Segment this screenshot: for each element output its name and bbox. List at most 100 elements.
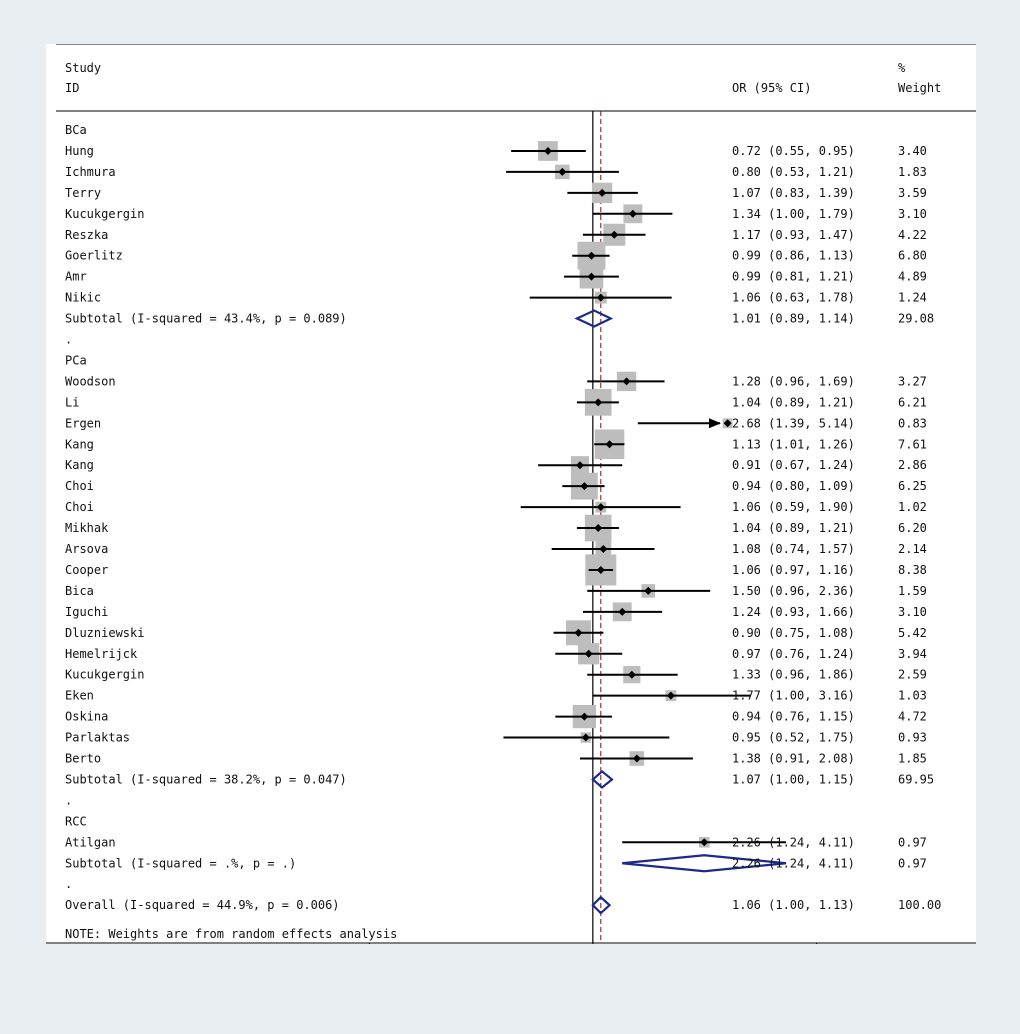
study-label: Eken [65,689,94,703]
study-weight-text: 1.24 [898,291,927,305]
point-estimate-kucukgergin [627,670,636,679]
study-ci-text: 1.38 (0.91, 2.08) [732,752,855,766]
study-label: Dluzniewski [65,626,144,640]
study-label: Bica [65,584,94,598]
point-estimate-terry [598,188,607,197]
group-label: PCa [65,353,87,367]
subtotal-weight-text: 0.97 [898,856,927,870]
study-weight-text: 0.83 [898,416,927,430]
study-ci-text: 0.90 (0.75, 1.08) [732,626,855,640]
study-ci-text: 0.97 (0.76, 1.24) [732,647,855,661]
header-pct: % [898,61,906,75]
point-estimate-iguchi [618,607,627,616]
group-label: RCC [65,814,87,828]
subtotal-weight-text: 29.08 [898,312,934,326]
header-study: Study [65,61,101,75]
point-estimate-amr [587,272,596,281]
marks-layer [503,111,787,943]
text-layer: BCa Hung 0.72 (0.55, 0.95) 3.40 Ichmura 0.80 … [65,123,941,912]
study-label: Choi [65,500,94,514]
study-ci-text: 0.99 (0.81, 1.21) [732,270,855,284]
point-estimate-bica [644,586,653,595]
group-label: BCa [65,123,87,137]
study-label: Woodson [65,374,116,388]
study-weight-text: 3.40 [898,144,927,158]
study-weight-text: 3.94 [898,647,927,661]
study-ci-text: 1.34 (1.00, 1.79) [732,207,855,221]
study-ci-text: 1.13 (1.01, 1.26) [732,437,855,451]
study-ci-text: 2.26 (1.24, 4.11) [732,835,855,849]
study-label: Kang [65,437,94,451]
study-ci-text: 1.77 (1.00, 3.16) [732,689,855,703]
overall-label: Overall (I-squared = 44.9%, p = 0.006) [65,898,340,912]
study-ci-text: 2.68 (1.39, 5.14) [732,416,855,430]
study-weight-text: 1.85 [898,752,927,766]
subtotal-label: Subtotal (I-squared = .%, p = .) [65,856,296,870]
study-weight-text: 8.38 [898,563,927,577]
dot-label: . [65,877,72,891]
point-estimate-atilgan [700,838,709,847]
study-ci-text: 1.17 (0.93, 1.47) [732,228,855,242]
study-weight-text: 3.59 [898,186,927,200]
point-estimate-kang [575,461,584,470]
study-label: Cooper [65,563,108,577]
subtotal-label: Subtotal (I-squared = 38.2%, p = 0.047) [65,772,347,786]
study-ci-text: 1.07 (0.83, 1.39) [732,186,855,200]
point-estimate-eken [666,691,675,700]
point-estimate-choi [596,503,605,512]
study-label: Atilgan [65,835,116,849]
study-weight-text: 1.59 [898,584,927,598]
study-weight-text: 0.93 [898,731,927,745]
point-estimate-nikic [596,293,605,302]
forest-plot: Study ID OR (95% CI) % Weight BCa Hung 0.7… [46,44,976,944]
study-label: Ergen [65,416,101,430]
study-weight-text: 2.86 [898,458,927,472]
point-estimate-ichmura [558,167,567,176]
study-weight-text: 2.14 [898,542,927,556]
overall-ci-text: 1.06 (1.00, 1.13) [732,898,855,912]
subtotal-label: Subtotal (I-squared = 43.4%, p = 0.089) [65,312,347,326]
dot-label: . [65,333,72,347]
point-estimate-oskina [580,712,589,721]
study-ci-text: 0.94 (0.80, 1.09) [732,479,855,493]
point-estimate-woodson [622,377,631,386]
point-estimate-hung [543,146,552,155]
study-weight-text: 7.61 [898,437,927,451]
subtotal-ci-text: 2.26 (1.24, 4.11) [732,856,855,870]
study-label: Nikic [65,291,101,305]
point-estimate-goerlitz [587,251,596,260]
point-estimate-cooper [596,565,605,574]
study-ci-text: 0.80 (0.53, 1.21) [732,165,855,179]
study-ci-text: 1.06 (0.63, 1.78) [732,291,855,305]
study-ci-text: 1.33 (0.96, 1.86) [732,668,855,682]
study-label: Terry [65,186,101,200]
point-estimate-kang [605,440,614,449]
study-label: Kang [65,458,94,472]
point-estimate-kucukgergin [628,209,637,218]
study-ci-text: 1.04 (0.89, 1.21) [732,395,855,409]
dot-label: . [65,793,72,807]
study-weight-text: 6.20 [898,521,927,535]
point-estimate-dluzniewski [574,628,583,637]
study-label: Reszka [65,228,108,242]
study-label: Parlaktas [65,731,130,745]
note-text: NOTE: Weights are from random effects an… [65,927,397,941]
study-ci-text: 0.99 (0.86, 1.13) [732,249,855,263]
study-weight-text: 6.80 [898,249,927,263]
study-label: Hemelrijck [65,647,138,661]
study-ci-text: 1.06 (0.97, 1.16) [732,563,855,577]
study-label: Iguchi [65,605,108,619]
overall-diamond [591,895,612,915]
study-weight-text: 3.27 [898,374,927,388]
subtotal-diamond [622,854,787,873]
study-label: Ichmura [65,165,116,179]
study-ci-text: 1.04 (0.89, 1.21) [732,521,855,535]
point-estimate-parlaktas [581,733,590,742]
study-weight-text: 0.97 [898,835,927,849]
study-weight-text: 6.21 [898,395,927,409]
point-estimate-ergen [723,419,732,428]
study-weight-text: 4.22 [898,228,927,242]
subtotal-ci-text: 1.01 (0.89, 1.14) [732,312,855,326]
study-label: Arsova [65,542,108,556]
point-estimate-li [594,398,603,407]
